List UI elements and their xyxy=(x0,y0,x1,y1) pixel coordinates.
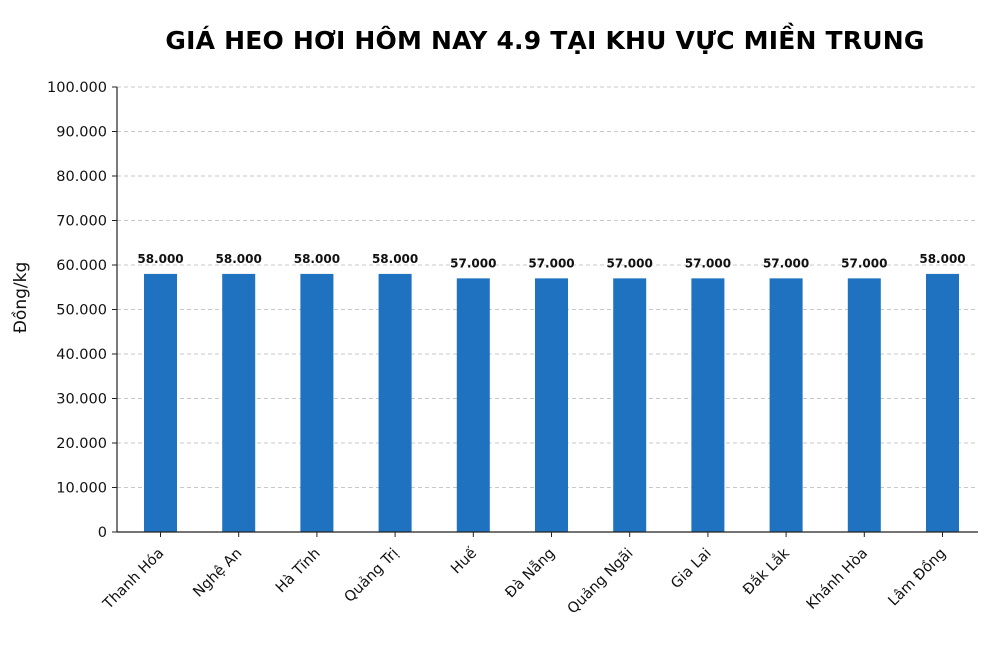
bar xyxy=(769,278,803,532)
x-tick-label: Đà Nẵng xyxy=(502,545,558,601)
x-tick-label: Đắk Lắk xyxy=(740,544,794,598)
y-tick-label: 0 xyxy=(98,525,107,541)
y-tick-label: 90.000 xyxy=(56,125,107,141)
bar xyxy=(222,273,256,532)
bar-value-label: 58.000 xyxy=(137,252,183,266)
x-tick-label: Thanh Hóa xyxy=(100,546,168,614)
bar-value-label: 58.000 xyxy=(216,252,262,266)
bar xyxy=(456,278,490,532)
y-tick-label: 40.000 xyxy=(56,347,107,363)
bar xyxy=(144,273,177,532)
bar xyxy=(847,278,881,532)
y-tick-label: 100.000 xyxy=(47,80,107,96)
bar xyxy=(613,278,647,532)
x-tick-label: Lâm Đồng xyxy=(885,545,949,609)
bar xyxy=(535,278,568,532)
x-tick-label: Nghệ An xyxy=(190,546,245,601)
chart-title: GIÁ HEO HƠI HÔM NAY 4.9 TẠI KHU VỰC MIỀN… xyxy=(165,26,925,55)
x-tick-label: Hà Tĩnh xyxy=(273,546,324,597)
bar xyxy=(378,273,412,532)
bar xyxy=(926,273,959,532)
y-tick-label: 50.000 xyxy=(56,303,107,319)
bar xyxy=(300,273,334,532)
bar-value-label: 57.000 xyxy=(450,256,496,270)
x-tick-label: Quảng Ngãi xyxy=(565,546,637,618)
y-axis-label: Đồng/kg xyxy=(10,262,31,334)
bar-value-label: 57.000 xyxy=(685,256,731,270)
bar xyxy=(691,278,725,532)
x-tick-label: Gia Lai xyxy=(668,546,715,593)
bar-value-label: 58.000 xyxy=(919,252,965,266)
y-tick-label: 70.000 xyxy=(56,214,107,230)
bar-value-label: 57.000 xyxy=(841,256,887,270)
y-tick-label: 60.000 xyxy=(56,258,107,274)
x-tick-label: Quảng Trị xyxy=(342,546,402,606)
bars xyxy=(144,273,959,532)
bar-value-label: 57.000 xyxy=(607,256,653,270)
bar-value-label: 58.000 xyxy=(294,252,340,266)
y-tick-label: 80.000 xyxy=(56,169,107,185)
y-tick-label: 20.000 xyxy=(56,436,107,452)
x-tick-label: Huế xyxy=(448,545,481,578)
y-tick-label: 10.000 xyxy=(56,481,107,497)
axes xyxy=(112,86,978,537)
bar-value-label: 58.000 xyxy=(372,252,418,266)
bar-value-label: 57.000 xyxy=(763,256,809,270)
x-tick-label: Khánh Hòa xyxy=(804,546,871,613)
bar-value-label: 57.000 xyxy=(528,256,574,270)
y-tick-label: 30.000 xyxy=(56,392,107,408)
